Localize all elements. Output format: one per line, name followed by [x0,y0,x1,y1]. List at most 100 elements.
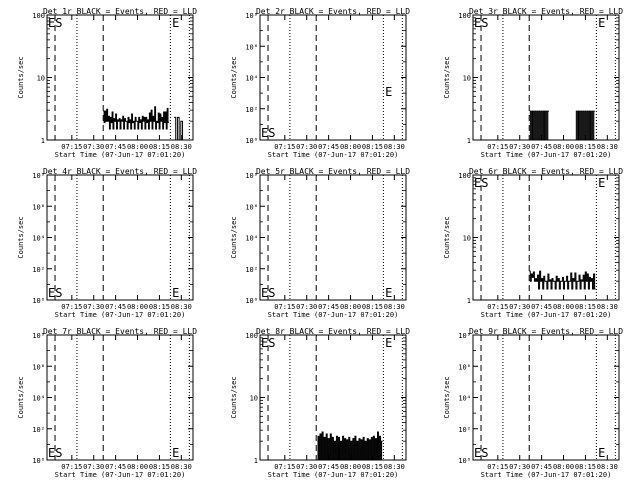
x-axis-label: Start Time (07-Jun-17 07:01:20) [481,151,612,159]
y-axis-label: Counts/sec [443,216,451,258]
chart-title: Det 3r BLACK = Events, RED = LLD [469,7,623,16]
x-tick-label: 08:00 [340,143,361,151]
x-axis-label: Start Time (07-Jun-17 07:01:20) [268,311,399,319]
x-axis-label: Start Time (07-Jun-17 07:01:20) [55,311,186,319]
x-axis-label: Start Time (07-Jun-17 07:01:20) [268,151,399,159]
y-tick-label: 10⁰ [458,457,471,465]
x-tick-label: 07:15 [487,463,508,471]
x-tick-label: 08:00 [340,463,361,471]
y-tick-label: 1 [467,297,471,305]
y-tick-label: 10⁰ [32,457,45,465]
y-tick-label: 100 [32,12,45,20]
x-tick-label: 07:15 [487,303,508,311]
series-line-events [529,270,596,290]
chart-panel-3: Det 3r BLACK = Events, RED = LLD 1 10 100 Co… [443,7,623,159]
event-marker: E [172,446,179,460]
event-marker: ES [261,126,275,140]
x-tick-label: 07:30 [296,303,317,311]
x-tick-label: 07:15 [61,463,82,471]
chart-panel-4: Det 4r BLACK = Events, RED = LLD 10⁰ 10² 10… [17,167,197,319]
chart-title: Det 6r BLACK = Events, RED = LLD [469,167,623,176]
chart-panel-9: Det 9r BLACK = Events, RED = LLD 10⁰ 10² 10… [443,327,623,479]
x-tick-label: 07:30 [296,463,317,471]
y-tick-label: 10⁴ [458,395,471,403]
chart-panel-8: Det 8r BLACK = Events, RED = LLD 1 10 100 Co… [230,327,410,479]
x-tick-label: 08:00 [127,143,148,151]
event-marker: ES [261,286,275,300]
chart-title: Det 1r BLACK = Events, RED = LLD [43,7,197,16]
x-tick-label: 08:15 [362,463,383,471]
y-axis-label: Counts/sec [443,56,451,98]
event-marker: ES [48,16,62,30]
y-axis-label: Counts/sec [17,376,25,418]
chart-panel-2: Det 2r BLACK = Events, RED = LLD 10⁰ 10² 10… [230,7,410,159]
plot-frame [259,14,407,141]
x-tick-label: 07:30 [83,143,104,151]
x-tick-label: 07:30 [83,463,104,471]
event-marker: E [172,286,179,300]
x-tick-label: 07:30 [83,303,104,311]
x-axis-label: Start Time (07-Jun-17 07:01:20) [268,471,399,479]
y-tick-label: 1 [467,137,471,145]
y-axis-label: Counts/sec [230,376,238,418]
y-tick-label: 10⁰ [32,297,45,305]
x-axis-label: Start Time (07-Jun-17 07:01:20) [55,471,186,479]
y-tick-label: 10⁶ [458,363,471,371]
x-tick-label: 07:30 [509,303,530,311]
x-tick-label: 08:00 [553,143,574,151]
chart-title: Det 2r BLACK = Events, RED = LLD [256,7,410,16]
y-tick-label: 10 [463,235,471,243]
event-marker: ES [48,446,62,460]
series-line-events [103,106,169,130]
x-tick-label: 08:30 [384,303,405,311]
y-tick-label: 10² [245,106,258,114]
x-tick-label: 08:30 [597,463,618,471]
x-tick-label: 07:15 [274,303,295,311]
y-tick-label: 10⁴ [245,235,258,243]
plot-frame [472,334,620,461]
x-tick-label: 08:15 [149,463,170,471]
y-tick-label: 10⁴ [245,75,258,83]
x-tick-label: 08:30 [171,143,192,151]
event-marker: E [172,16,179,30]
x-tick-label: 07:45 [531,143,552,151]
x-tick-label: 08:00 [127,463,148,471]
event-marker: E [385,286,392,300]
x-tick-label: 08:15 [362,143,383,151]
x-tick-label: 07:30 [509,143,530,151]
y-tick-label: 100 [458,12,471,20]
event-marker: E [385,85,392,99]
x-tick-label: 08:30 [384,143,405,151]
y-tick-label: 10⁴ [32,395,45,403]
x-tick-label: 07:45 [531,303,552,311]
y-tick-label: 100 [458,172,471,180]
x-tick-label: 08:15 [575,143,596,151]
x-tick-label: 07:45 [318,143,339,151]
y-tick-label: 10² [32,266,45,274]
chart-panel-1: Det 1r BLACK = Events, RED = LLD 1 10 100 Co… [17,7,197,159]
chart-title: Det 9r BLACK = Events, RED = LLD [469,327,623,336]
x-tick-label: 07:15 [487,143,508,151]
series-line-events [575,110,595,141]
y-tick-label: 10⁸ [245,12,258,20]
x-tick-label: 08:15 [149,143,170,151]
x-tick-label: 08:15 [149,303,170,311]
x-axis-label: Start Time (07-Jun-17 07:01:20) [55,151,186,159]
y-tick-label: 10⁶ [32,363,45,371]
y-tick-label: 10⁶ [245,203,258,211]
y-tick-label: 10⁶ [32,203,45,211]
event-marker: E [598,16,605,30]
x-tick-label: 07:15 [61,303,82,311]
event-marker: ES [474,176,488,190]
chart-title: Det 4r BLACK = Events, RED = LLD [43,167,197,176]
y-tick-label: 10⁸ [32,332,45,340]
x-tick-label: 08:15 [575,303,596,311]
chart-panel-7: Det 7r BLACK = Events, RED = LLD 10⁰ 10² 10… [17,327,197,479]
x-tick-label: 08:30 [171,303,192,311]
y-tick-label: 10⁴ [32,235,45,243]
y-tick-label: 10 [250,395,258,403]
plot-frame [259,174,407,301]
x-tick-label: 07:15 [274,143,295,151]
y-axis-label: Counts/sec [443,376,451,418]
